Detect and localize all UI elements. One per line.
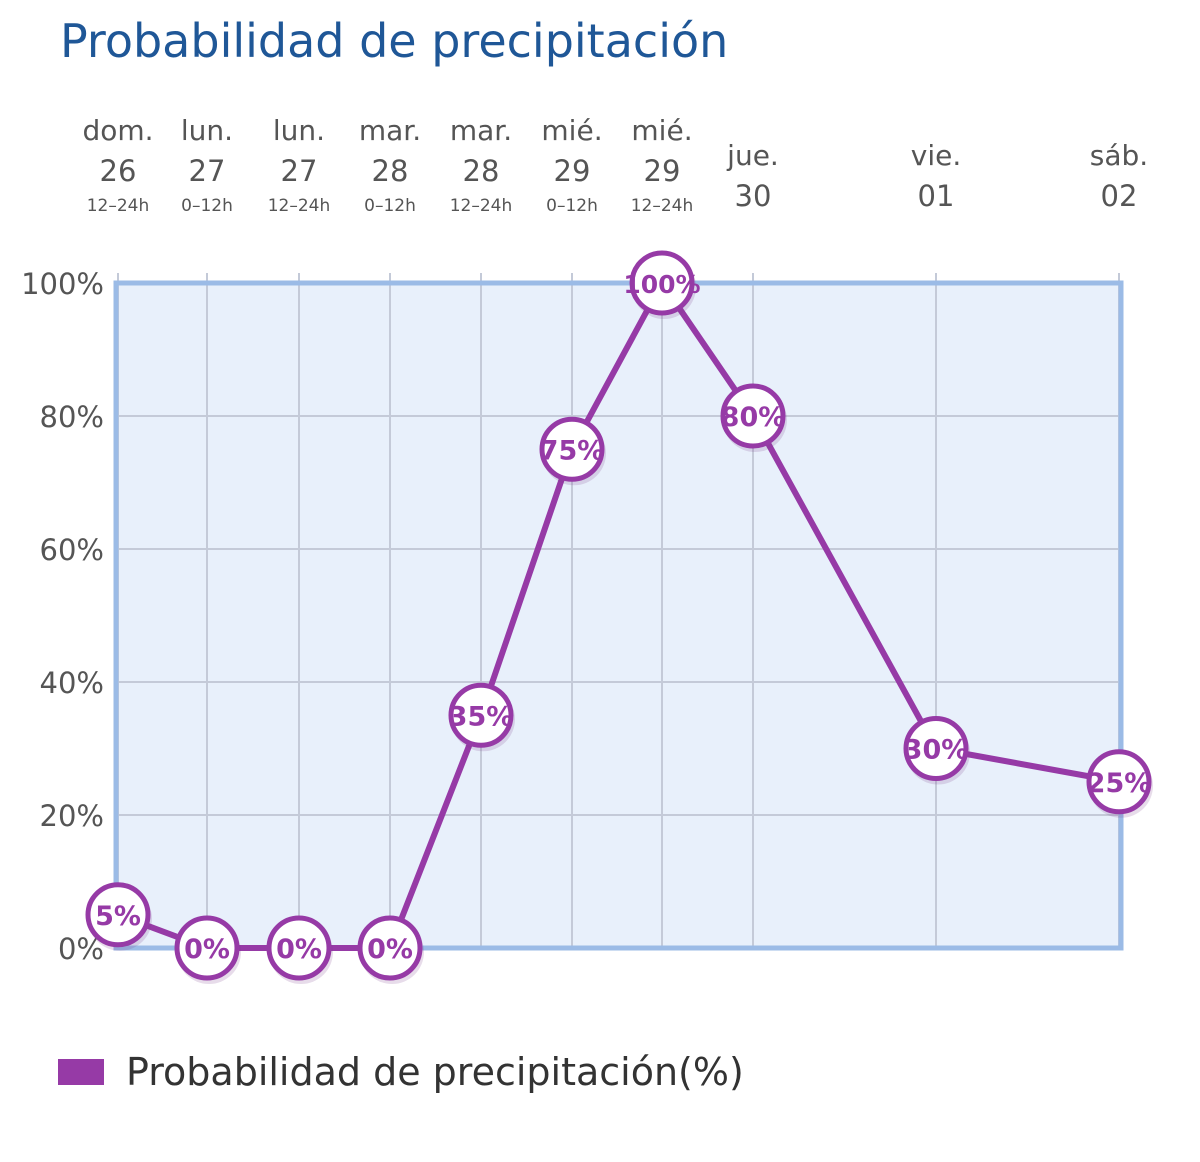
data-label: 30% [904, 735, 969, 766]
data-label: 35% [449, 701, 514, 732]
x-tick-date: 28 [463, 154, 500, 188]
x-tick-day: mar. [450, 114, 512, 147]
x-tick-day: sáb. [1090, 139, 1148, 172]
x-tick-date: 01 [918, 179, 955, 213]
data-label: 75% [540, 435, 605, 466]
data-label: 100% [623, 270, 700, 299]
x-tick-date: 26 [100, 154, 137, 188]
data-point [720, 383, 786, 449]
x-tick-date: 27 [189, 154, 226, 188]
x-tick-period: 0–12h [181, 196, 233, 216]
series-line [115, 280, 1122, 951]
x-tick-day: mié. [631, 114, 692, 147]
data-point [85, 882, 151, 948]
data-point [266, 915, 332, 981]
data-label: 0% [367, 934, 413, 965]
y-tick-label: 60% [40, 533, 104, 567]
x-tick-period: 0–12h [546, 196, 598, 216]
y-tick-label: 80% [40, 400, 104, 434]
data-label: 25% [1087, 768, 1152, 799]
data-point [357, 915, 423, 981]
y-tick-label: 20% [40, 799, 104, 833]
precipitation-chart: 0% 20% 40% 60% 80% 100% dom. 26 12–24h lun. 27 0–12… [21, 114, 1153, 984]
y-tick-label: 100% [21, 267, 104, 301]
x-tick-period: 12–24h [450, 196, 513, 216]
data-label: 0% [184, 934, 230, 965]
x-tick-day: jue. [726, 139, 779, 172]
data-point [629, 250, 695, 316]
x-tick-day: mar. [359, 114, 421, 147]
plot-frame [113, 280, 1124, 951]
data-point [903, 716, 969, 781]
x-tick-date: 02 [1101, 179, 1138, 213]
x-tick-period: 0–12h [364, 196, 416, 216]
x-tick-period: 12–24h [87, 196, 150, 216]
data-point [1086, 749, 1152, 815]
x-tick-date: 27 [281, 154, 318, 188]
x-tick-day: lun. [181, 114, 233, 147]
x-tick-day: dom. [82, 114, 153, 147]
plot-area [116, 283, 1121, 948]
x-tick-date: 29 [644, 154, 681, 188]
data-point [174, 915, 240, 981]
x-tick-day: mié. [541, 114, 602, 147]
y-tick-label: 40% [40, 666, 104, 700]
x-tick-date: 28 [372, 154, 409, 188]
legend-swatch [58, 1059, 104, 1085]
x-tick-day: lun. [273, 114, 325, 147]
chart-title: Probabilidad de precipitación [60, 14, 729, 68]
data-label: 80% [721, 402, 786, 433]
x-tick-period: 12–24h [268, 196, 331, 216]
data-point [539, 416, 605, 482]
data-label: 0% [276, 934, 322, 965]
x-tick-period: 12–24h [631, 196, 694, 216]
data-label: 5% [95, 901, 141, 932]
x-tick-date: 29 [554, 154, 591, 188]
x-tick-date: 30 [735, 179, 772, 213]
legend: Probabilidad de precipitación(%) [58, 1050, 744, 1094]
data-point [448, 682, 514, 748]
legend-label: Probabilidad de precipitación(%) [126, 1050, 744, 1094]
x-tick-day: vie. [911, 139, 961, 172]
